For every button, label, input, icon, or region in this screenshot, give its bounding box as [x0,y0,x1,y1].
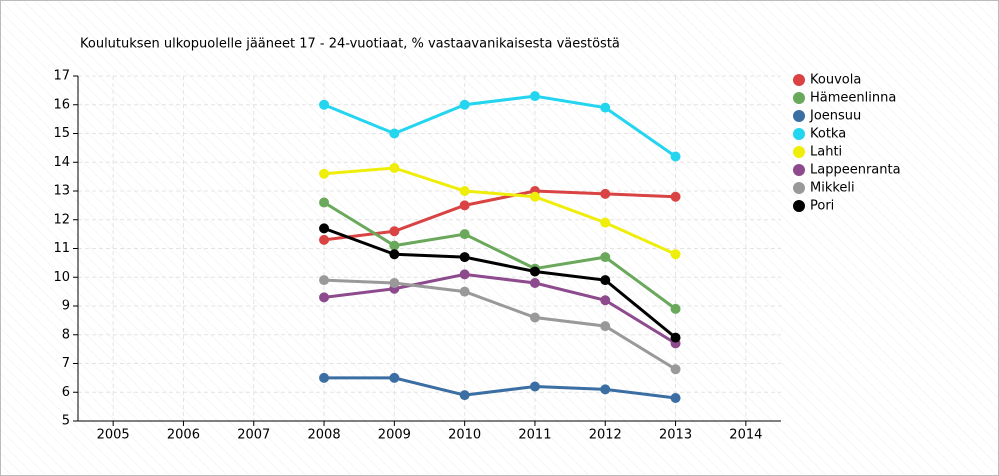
data-point [670,151,681,162]
data-point [319,223,330,234]
y-tick-label: 12 [53,212,70,227]
data-point [529,91,540,102]
data-point [319,275,330,286]
legend-marker [793,128,805,140]
data-point [670,364,681,375]
legend-marker [793,146,805,158]
x-tick-label: 2009 [378,428,411,443]
y-tick-label: 10 [53,270,70,285]
series-line [324,376,676,400]
y-tick-label: 16 [53,97,70,112]
data-point [459,252,470,263]
data-point [389,163,400,173]
x-tick-label: 2011 [518,428,551,443]
data-point [600,188,611,199]
data-point [529,312,540,323]
y-tick-label: 9 [62,299,70,314]
data-point [389,249,400,260]
x-tick-label: 2012 [589,428,622,443]
y-tick-label: 17 [53,69,70,84]
series-line [323,201,677,311]
data-point [459,99,470,110]
data-point [670,249,681,260]
data-point [600,275,611,286]
data-point [389,128,400,139]
x-tick-label: 2008 [308,428,341,443]
data-point [600,321,611,332]
data-point [459,269,470,280]
y-tick-label: 8 [62,327,70,342]
legend-label: Hämeenlinna [810,91,896,106]
data-point [319,234,330,245]
x-tick-label: 2014 [729,428,762,443]
data-point [600,102,611,113]
data-point [389,372,400,383]
data-point [600,295,611,306]
data-point [670,332,681,343]
data-point [670,191,681,202]
x-tick-label: 2013 [659,428,692,443]
series-line [323,166,677,256]
legend-label: Lahti [810,145,842,160]
x-tick-label: 2006 [167,428,200,443]
series-line [323,189,676,242]
series-line [323,278,677,371]
data-point [670,303,681,314]
y-tick-label: 5 [62,414,70,429]
y-tick-label: 7 [62,356,70,371]
data-point [459,186,470,196]
data-point [319,292,330,303]
data-point [459,229,470,240]
data-point [319,168,330,179]
data-point [319,372,330,383]
data-point [529,381,540,392]
legend-marker [793,110,805,122]
y-tick-label: 13 [53,184,70,199]
legend-marker [793,164,805,176]
data-point [459,200,470,211]
y-tick-label: 15 [53,126,70,141]
y-tick-label: 11 [53,241,70,256]
data-point [529,278,540,288]
legend-label: Kotka [810,127,846,142]
legend-label: Lappeenranta [810,163,901,178]
data-point [600,252,611,263]
y-tick-label: 6 [62,385,70,400]
legend-marker [793,200,805,212]
x-tick-label: 2005 [97,428,130,443]
data-point [319,99,330,110]
data-point [529,191,540,202]
legend-marker [793,92,805,104]
data-point [389,278,400,288]
x-tick-label: 2010 [448,428,481,443]
legend-label: Mikkeli [810,181,855,196]
data-point [389,240,400,251]
series-line [323,272,677,345]
data-point [670,393,681,403]
legend-label: Joensuu [809,109,861,124]
y-tick-label: 14 [53,155,70,170]
data-point [319,197,330,208]
legend-marker [793,74,805,86]
data-point [529,266,540,277]
data-point [459,286,470,297]
series-line [323,226,677,339]
data-point [389,226,400,237]
data-point [600,217,611,228]
legend-label: Pori [810,199,834,214]
data-point [600,384,611,395]
legend-marker [793,182,805,194]
legend-label: Kouvola [810,73,861,88]
x-tick-label: 2007 [237,428,270,443]
data-point [459,390,470,401]
series-line [323,94,677,158]
chart-title: Koulutuksen ulkopuolelle jääneet 17 - 24… [80,37,620,52]
